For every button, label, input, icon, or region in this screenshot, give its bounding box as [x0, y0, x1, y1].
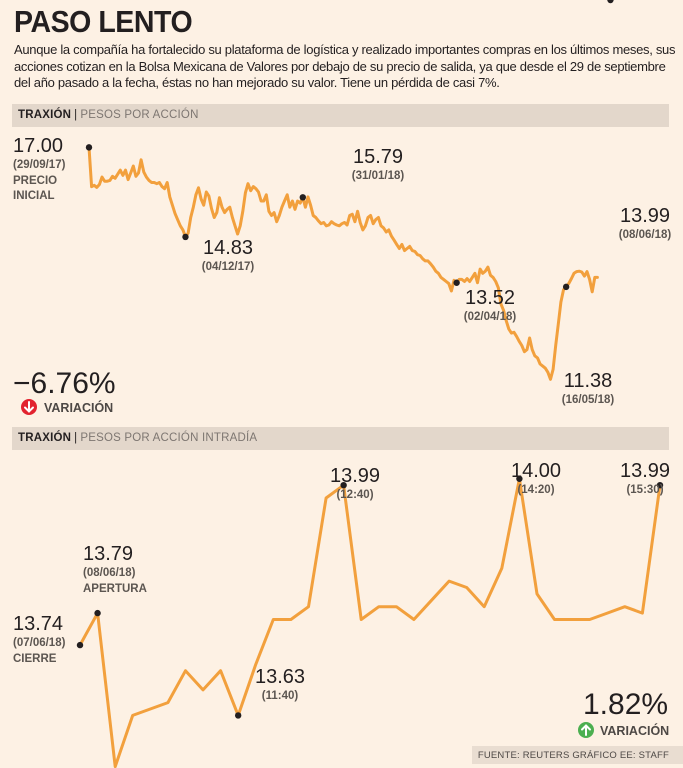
annotation-date: (07/06/18): [13, 637, 66, 649]
chart1-subtitle: PESOS POR ACCIÓN: [80, 109, 199, 121]
annotation-date: (29/09/17): [13, 159, 66, 171]
chart2-variation-value: 1.82%: [583, 688, 668, 721]
chart1-series-line: [87, 145, 599, 381]
annotation-label: INICIAL: [13, 190, 55, 202]
footer-background: [472, 746, 683, 764]
annotation-date: (04/12/17): [202, 261, 255, 273]
annotation-marker: [607, 0, 614, 4]
annotation-marker: [299, 194, 306, 201]
chart1-ticker: TRAXIÓN: [18, 109, 72, 121]
up-arrow-glyph-icon: [581, 724, 591, 736]
annotation-marker: [562, 283, 570, 291]
chart2-variation-label: VARIACIÓN: [600, 723, 669, 738]
annotation-value: 11.38: [564, 370, 613, 392]
chart2-ticker: TRAXIÓN: [18, 432, 72, 444]
source-credit: FUENTE: REUTERS GRÁFICO EE: STAFF: [477, 750, 669, 761]
annotation-label: CIERRE: [13, 653, 57, 665]
chart1-variation-label: VARIACIÓN: [44, 400, 113, 415]
chart2-annotations: 13.74 (07/06/18) CIERRE 13.79 (08/06/18) APER…: [13, 460, 670, 719]
annotation-marker: [340, 481, 347, 489]
chart2-subtitle: PESOS POR ACCIÓN INTRADÍA: [80, 432, 258, 444]
annotation-date: (14:20): [517, 484, 554, 496]
chart2-header-bar: TRAXIÓN | PESOS POR ACCIÓN INTRADÍA: [12, 427, 669, 450]
chart1-variation: −6.76% VARIACIÓN: [13, 367, 116, 415]
annotation-date: (31/01/18): [352, 170, 405, 182]
chart2-variation: 1.82% VARIACIÓN: [578, 688, 669, 738]
annotation-value: 15.79: [353, 146, 403, 168]
annotation-date: (08/06/18): [83, 567, 136, 579]
annotation-date: (16/05/18): [562, 394, 615, 406]
chart1-variation-value: −6.76%: [13, 367, 116, 400]
annotation-marker: [182, 233, 189, 241]
annotation-date: (11:40): [262, 690, 299, 702]
chart1-header-bar: TRAXIÓN | PESOS POR ACCIÓN: [12, 104, 669, 127]
annotation-date: (02/04/18): [464, 311, 517, 323]
annotation-value: 17.00: [13, 135, 63, 157]
annotation-value: 13.52: [465, 287, 515, 309]
chart-title: PASO LENTO: [14, 4, 193, 39]
annotation-label: APERTURA: [83, 583, 147, 595]
annotation-value: 14.00: [511, 460, 561, 482]
annotation-date: (15:30): [626, 484, 663, 496]
annotation-marker: [234, 712, 242, 719]
annotation-marker: [94, 609, 101, 617]
annotation-value: 13.74: [13, 613, 63, 635]
annotation-label: PRECIO: [13, 175, 57, 187]
annotation-marker: [76, 641, 84, 649]
annotation-value: 13.63: [255, 666, 305, 688]
annotation-date: (08/06/18): [619, 229, 672, 241]
annotation-marker: [516, 475, 523, 482]
annotation-value: 14.83: [203, 237, 253, 259]
chart-description: Aunque la compañía ha fortalecido su pla…: [14, 42, 676, 90]
down-arrow-glyph-icon: [24, 401, 34, 413]
annotation-value: 13.99: [620, 460, 670, 482]
annotation-marker: [656, 481, 664, 489]
annotation-marker: [453, 279, 460, 286]
chart2-series-line: [78, 477, 662, 768]
annotation-value: 13.79: [83, 543, 133, 565]
annotation-value: 13.99: [620, 205, 670, 227]
annotation-date: (12:40): [336, 489, 373, 501]
annotation-value: 13.99: [330, 465, 380, 487]
chart1-annotations: 17.00 (29/09/17) PRECIO INICIAL 14.83 (04/12/…: [13, 0, 671, 406]
annotation-marker: [85, 144, 93, 151]
